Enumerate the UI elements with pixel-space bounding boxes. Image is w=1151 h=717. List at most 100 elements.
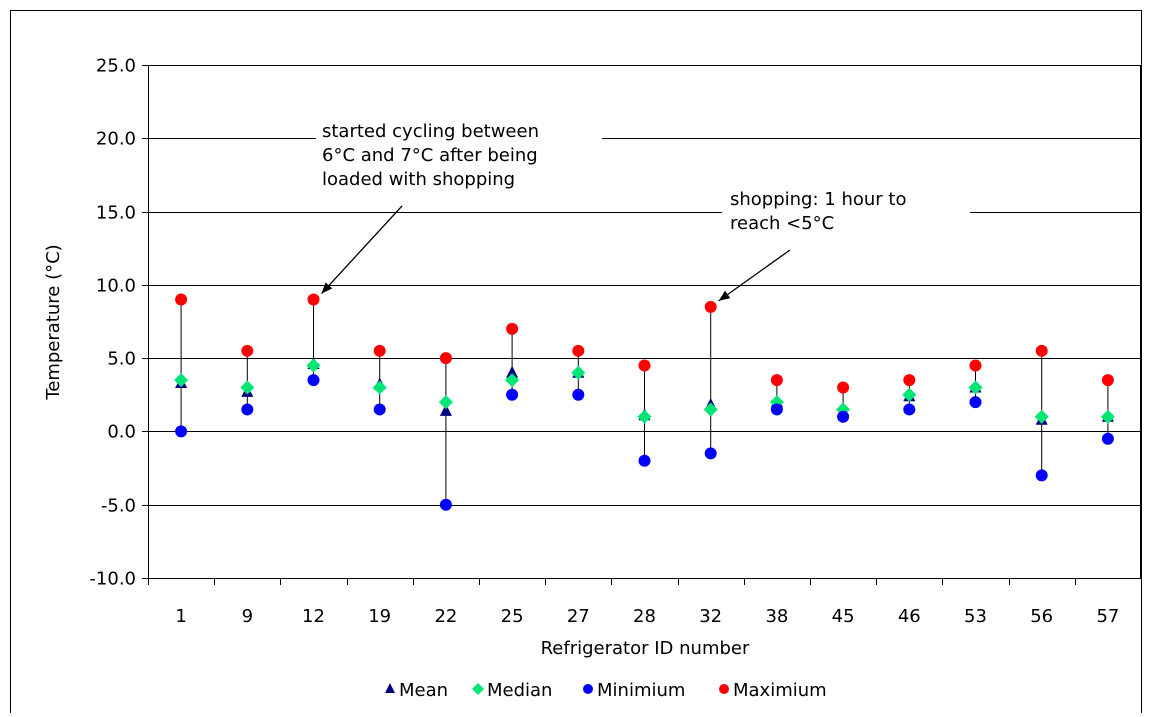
maximum-point	[307, 293, 320, 306]
annotation-text: reach <5°C	[730, 213, 834, 234]
y-tick-label: 5.0	[107, 349, 136, 370]
maximum-point	[439, 352, 452, 365]
maximum-point	[638, 359, 651, 372]
annotation-background	[722, 185, 970, 239]
annotation-arrow	[321, 205, 403, 294]
minimum-point	[175, 425, 188, 438]
data-series	[174, 293, 1115, 511]
legend-marker	[583, 684, 593, 694]
annotations: started cycling between 6°C and 7°C after…	[316, 117, 970, 302]
median-point	[902, 387, 917, 402]
mean-point	[506, 365, 519, 378]
median-point	[637, 409, 652, 424]
legend-marker	[719, 684, 729, 694]
y-tick-label: 20.0	[96, 129, 136, 150]
median-point	[571, 365, 586, 380]
x-tick-label: 25	[501, 606, 524, 627]
annotation: shopping: 1 hour to reach <5°C	[718, 185, 970, 302]
minimum-point	[1035, 469, 1048, 482]
x-tick-label: 38	[765, 606, 788, 627]
maximum-point	[373, 344, 386, 357]
maximum-point	[837, 381, 850, 394]
maximum-point	[704, 300, 717, 313]
maximum-point	[241, 344, 254, 357]
y-axis-title: Temperature (°C)	[43, 244, 64, 400]
x-tick-label: 28	[633, 606, 656, 627]
minimum-point	[307, 374, 320, 387]
legend-label: Minimium	[597, 680, 685, 701]
x-tick-label: 53	[964, 606, 987, 627]
y-tick-label: 0.0	[107, 422, 136, 443]
annotation-arrowhead	[718, 290, 731, 301]
annotation: started cycling between 6°C and 7°C after…	[316, 117, 602, 294]
maximum-point	[1101, 374, 1114, 387]
minimum-point	[572, 388, 585, 401]
minimum-point	[439, 498, 452, 511]
annotation-text: 6°C and 7°C after being	[322, 145, 538, 166]
median-point	[703, 402, 718, 417]
median-point	[240, 380, 255, 395]
x-tick-label: 46	[898, 606, 921, 627]
annotation-text: loaded with shopping	[322, 169, 515, 190]
minimum-point	[373, 403, 386, 416]
x-tick-label: 22	[434, 606, 457, 627]
x-tick-label: 32	[699, 606, 722, 627]
y-tick-label: 15.0	[96, 203, 136, 224]
annotation-background	[316, 117, 602, 195]
median-point	[438, 395, 453, 410]
legend-item: Median	[472, 680, 552, 701]
annotation-text: shopping: 1 hour to	[730, 189, 906, 210]
x-tick-label: 45	[832, 606, 855, 627]
y-tick-label: -5.0	[101, 496, 136, 517]
legend-item: Minimium	[583, 680, 685, 701]
median-point	[505, 373, 520, 388]
minimum-point	[506, 388, 519, 401]
maximum-point	[572, 344, 585, 357]
legend-label: Mean	[399, 680, 448, 701]
y-tick-label: 10.0	[96, 276, 136, 297]
mean-point	[439, 403, 452, 416]
axes: 25.020.015.010.05.00.0-5.0-10.01 9 12 19 22 2…	[89, 56, 1142, 627]
x-tick-label: 1	[175, 606, 186, 627]
chart-border	[10, 10, 1142, 713]
annotation-arrowhead	[321, 282, 333, 294]
median-point	[174, 373, 189, 388]
x-axis-title: Refrigerator ID number	[541, 638, 750, 659]
legend-marker	[472, 683, 484, 695]
legend-label: Median	[487, 680, 552, 701]
x-tick-label: 27	[567, 606, 590, 627]
maximum-point	[175, 293, 188, 306]
minimum-point	[1101, 432, 1114, 445]
plot-area	[148, 65, 1141, 578]
maximum-point	[903, 374, 916, 387]
maximum-point	[1035, 344, 1048, 357]
minimum-point	[969, 396, 982, 409]
y-tick-label: -10.0	[89, 569, 136, 590]
legend-item: Maximium	[719, 680, 827, 701]
x-tick-label: 9	[242, 606, 253, 627]
maximum-point	[969, 359, 982, 372]
median-point	[372, 380, 387, 395]
annotation-arrow	[718, 249, 791, 302]
x-tick-label: 57	[1096, 606, 1119, 627]
minimum-point	[903, 403, 916, 416]
median-point	[968, 380, 983, 395]
legend: Mean Median Minimium Maximium	[385, 680, 827, 701]
x-tick-label: 12	[302, 606, 325, 627]
y-tick-label: 25.0	[96, 56, 136, 77]
maximum-point	[506, 322, 519, 335]
annotation-text: started cycling between	[322, 121, 539, 142]
minimum-point	[837, 410, 850, 423]
median-point	[1034, 409, 1049, 424]
minimum-point	[770, 403, 783, 416]
legend-item: Mean	[385, 680, 448, 701]
x-tick-label: 19	[368, 606, 391, 627]
minimum-point	[638, 454, 651, 467]
minimum-point	[704, 447, 717, 460]
maximum-point	[770, 374, 783, 387]
minimum-point	[241, 403, 254, 416]
x-tick-label: 56	[1030, 606, 1053, 627]
median-point	[306, 358, 321, 373]
